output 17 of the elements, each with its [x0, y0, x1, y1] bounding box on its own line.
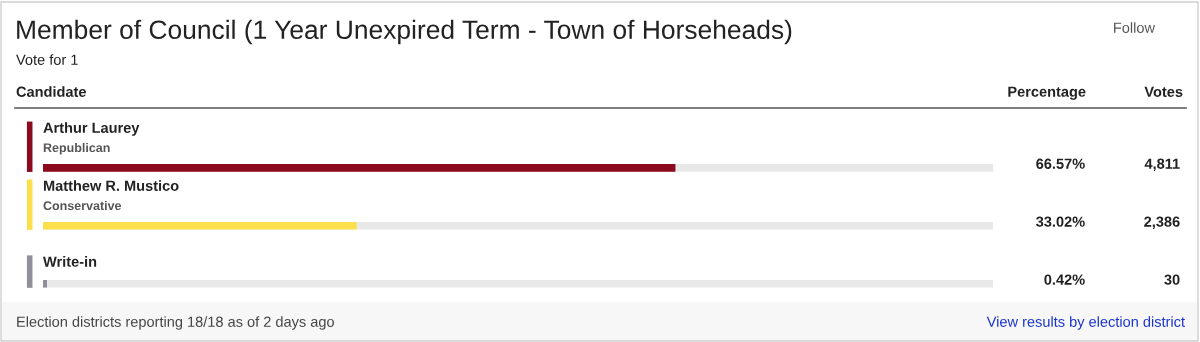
chart-title: Member of Council (1 Year Unexpired Term - Town of Horseheads) — [17, 19, 792, 45]
text: Votes — [1144, 86, 1183, 97]
annotation: Election districts reporting 18/18 as of 2 days ago — [17, 316, 334, 330]
data-label: 0.42% — [1044, 274, 1085, 285]
y-tick-label: Matthew R. Mustico Conservative — [43, 180, 179, 211]
data-label: 33.02% — [1036, 216, 1085, 227]
text: 30 — [1164, 274, 1180, 285]
text: Percentage — [1008, 86, 1086, 100]
text: Follow — [1114, 22, 1156, 33]
text: 4,811 — [1144, 158, 1180, 172]
data-label: 66.57% — [1036, 158, 1085, 169]
annotation: View results by election district — [986, 316, 1185, 330]
text: Candidate — [16, 86, 86, 97]
y-tick-label: Arthur Laurey Republican — [43, 122, 140, 155]
text: 2,386 — [1144, 216, 1180, 229]
y-tick-label: Write-in — [43, 256, 97, 267]
chart-subtitle: Vote for 1 — [16, 54, 78, 65]
